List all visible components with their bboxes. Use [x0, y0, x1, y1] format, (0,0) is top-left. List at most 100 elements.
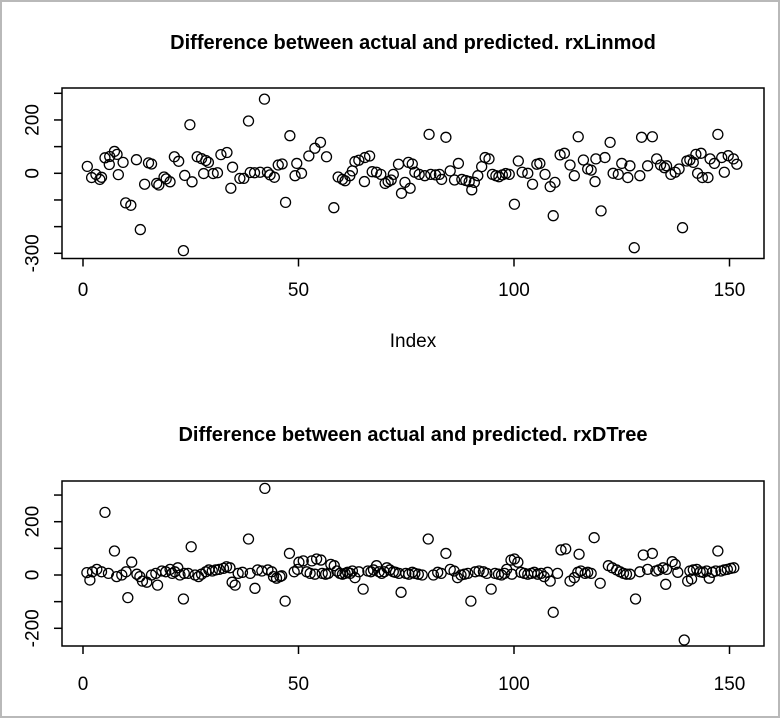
scatter-point — [481, 567, 493, 580]
scatter-point — [108, 145, 121, 158]
scatter-point — [465, 595, 477, 607]
data-points-rxdtree — [81, 482, 740, 646]
scatter-point — [242, 115, 255, 127]
scatter-point — [211, 167, 224, 179]
scatter-point — [641, 563, 654, 576]
scatter-point — [232, 567, 244, 580]
scatter-point — [594, 577, 606, 589]
scatter-point — [634, 566, 646, 578]
scatter-point — [568, 170, 580, 182]
scatter-point — [508, 553, 521, 565]
scatter-point — [440, 547, 452, 560]
scatter-point — [303, 150, 315, 162]
scatter-point — [358, 175, 371, 188]
scatter-point — [512, 155, 524, 167]
x-tick-label: 150 — [714, 280, 746, 301]
scatter-point — [288, 566, 300, 578]
scatter-point — [385, 174, 397, 186]
scatter-point — [198, 167, 210, 180]
scatter-point — [293, 556, 305, 568]
scatter-point — [224, 562, 236, 574]
scatter-point — [585, 567, 597, 580]
scatter-point — [473, 565, 485, 577]
scatter-point — [544, 575, 556, 587]
scatter-point — [370, 560, 383, 572]
scatter-point — [607, 167, 619, 179]
scatter-point — [276, 570, 288, 582]
scatter-point — [279, 196, 292, 209]
scatter-point — [485, 583, 497, 595]
scatter-point — [295, 167, 308, 179]
scatter-point — [375, 168, 387, 181]
scatter-point — [229, 579, 241, 591]
scatter-point — [539, 168, 551, 181]
scatter-point — [134, 223, 146, 236]
scatter-point — [234, 172, 246, 185]
scatter-point — [81, 566, 93, 579]
chart-rxlinmod: Difference between actual and predicted.… — [23, 32, 765, 352]
scatter-point — [226, 576, 238, 588]
scatter-point — [413, 168, 425, 181]
scatter-point — [349, 572, 361, 584]
scatter-point — [718, 166, 730, 178]
scatter-point — [646, 131, 659, 143]
scatter-point — [637, 549, 649, 561]
scatter-point — [564, 159, 576, 171]
scatter-point — [363, 150, 376, 162]
scatter-point — [365, 566, 377, 578]
axes-rxlinmod: 0 50 100 150 200 0 -300 — [23, 92, 746, 301]
scatter-point — [595, 205, 607, 217]
scatter-point — [708, 157, 721, 170]
scatter-point — [138, 178, 151, 190]
scatter-point — [549, 176, 561, 189]
x-axis-label-index: Index — [390, 331, 437, 352]
scatter-point — [669, 558, 681, 570]
scatter-point — [435, 173, 448, 186]
scatter-point — [173, 155, 185, 167]
scatter-point — [145, 158, 158, 170]
scatter-point — [353, 154, 365, 166]
scatter-point — [81, 160, 93, 173]
scatter-point — [604, 136, 616, 149]
scatter-point — [616, 157, 628, 170]
y-tick-label: 0 — [23, 168, 44, 179]
scatter-point — [534, 157, 546, 170]
scatter-point — [451, 572, 464, 584]
scatter-point — [291, 157, 303, 170]
scatter-point — [297, 555, 309, 567]
scatter-point — [177, 244, 190, 257]
scatter-point — [588, 532, 600, 544]
scatter-point — [130, 154, 143, 166]
scatter-point — [684, 154, 696, 166]
scatter-point — [357, 583, 369, 595]
scatter-point — [94, 173, 106, 186]
scatter-point — [186, 176, 198, 188]
scatter-point — [392, 158, 405, 170]
scatter-point — [120, 566, 132, 578]
y-tick-label: 200 — [23, 104, 44, 136]
scatter-point — [660, 578, 672, 590]
scatter-point — [419, 170, 431, 182]
data-points-rxlinmod — [81, 93, 743, 257]
chart-title-rxlinmod: Difference between actual and predicted.… — [170, 32, 656, 54]
scatter-point — [516, 166, 528, 178]
scatter-point — [284, 130, 296, 142]
scatter-point — [258, 93, 271, 105]
y-tick-label: -200 — [23, 609, 44, 647]
scatter-point — [551, 567, 564, 580]
scatter-point — [547, 606, 559, 618]
scatter-point — [572, 131, 584, 143]
scatter-point — [448, 174, 461, 186]
scatter-point — [660, 563, 673, 576]
scatter-point — [508, 198, 521, 210]
scatter-point — [200, 154, 212, 167]
scatter-point — [634, 170, 646, 182]
scatter-point — [314, 136, 327, 149]
scatter-point — [404, 182, 416, 194]
scatter-point — [712, 128, 724, 141]
scatter-point — [306, 555, 318, 567]
scatter-point — [573, 548, 585, 560]
scatter-point — [678, 634, 690, 646]
axes-rxdtree: 0 50 100 150 200 0 -200 — [23, 494, 745, 695]
